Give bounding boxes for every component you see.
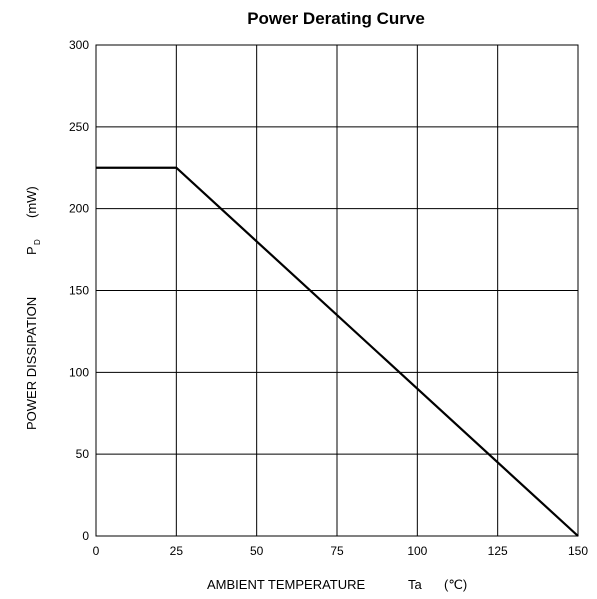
x-tick-label-125: 125 xyxy=(488,544,508,558)
y-tick-label-200: 200 xyxy=(69,202,89,216)
y-tick-label-50: 50 xyxy=(76,447,90,461)
y-axis-label: POWER DISSIPATION P D (mW) xyxy=(24,186,42,430)
plot-frame xyxy=(95,44,579,537)
x-tick-label-150: 150 xyxy=(568,544,588,558)
y-tick-label-250: 250 xyxy=(69,120,89,134)
y-tick-label-0: 0 xyxy=(82,529,89,543)
x-axis-label-unit: (℃) xyxy=(444,577,467,592)
y-tick-label-150: 150 xyxy=(69,284,89,298)
y-axis-label-symbol: P xyxy=(24,246,39,255)
y-axis-label-main: POWER DISSIPATION xyxy=(24,297,39,430)
x-axis-label-main: AMBIENT TEMPERATURE xyxy=(207,577,366,592)
y-axis-label-unit: (mW) xyxy=(24,186,39,218)
y-tick-labels: 0 50 100 150 200 250 300 xyxy=(69,38,89,543)
x-axis-label-symbol: Ta xyxy=(408,577,423,592)
series-line-0 xyxy=(96,166,579,537)
x-tick-label-0: 0 xyxy=(93,544,100,558)
y-tick-label-300: 300 xyxy=(69,38,89,52)
chart-title: Power Derating Curve xyxy=(247,9,425,28)
x-tick-label-75: 75 xyxy=(330,544,344,558)
x-tick-label-50: 50 xyxy=(250,544,264,558)
x-axis-label: AMBIENT TEMPERATURE Ta (℃) xyxy=(207,577,467,592)
x-tick-label-25: 25 xyxy=(170,544,184,558)
y-tick-label-100: 100 xyxy=(69,365,89,379)
series-layer xyxy=(96,166,579,537)
grid xyxy=(95,44,579,537)
x-tick-label-100: 100 xyxy=(407,544,427,558)
x-tick-labels: 0 25 50 75 100 125 150 xyxy=(93,544,589,558)
y-axis-label-subscript: D xyxy=(33,239,42,245)
